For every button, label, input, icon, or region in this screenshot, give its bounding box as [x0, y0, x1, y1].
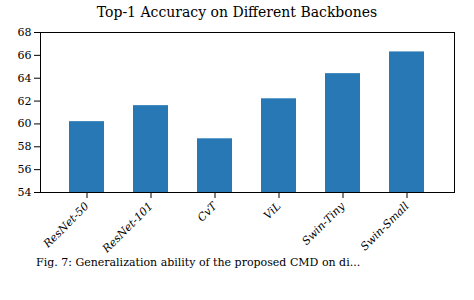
- svg-text:66: 66: [18, 49, 32, 62]
- svg-text:Swin-Small: Swin-Small: [358, 199, 412, 253]
- svg-text:64: 64: [18, 72, 32, 85]
- html-text:Fig. 7: Generalization ability: Fig. 7: Generalization ability of the pr…: [36, 256, 361, 269]
- svg-text:68: 68: [18, 26, 32, 39]
- svg-text:ResNet-101: ResNet-101: [99, 200, 155, 254]
- svg-text:ViL: ViL: [261, 200, 283, 222]
- html-text:Top-1 Accuracy on Different Ba: Top-1 Accuracy on Different Backbones: [96, 4, 378, 20]
- svg-text:Swin-Tiny: Swin-Tiny: [299, 199, 348, 248]
- svg-text:CvT: CvT: [195, 199, 221, 225]
- svg-text:56: 56: [18, 163, 32, 176]
- svg-text:60: 60: [18, 117, 32, 130]
- svg-text:54: 54: [18, 186, 32, 199]
- svg-text:ResNet-50: ResNet-50: [40, 200, 91, 251]
- svg-text:58: 58: [18, 140, 32, 153]
- svg-text:62: 62: [18, 95, 32, 108]
